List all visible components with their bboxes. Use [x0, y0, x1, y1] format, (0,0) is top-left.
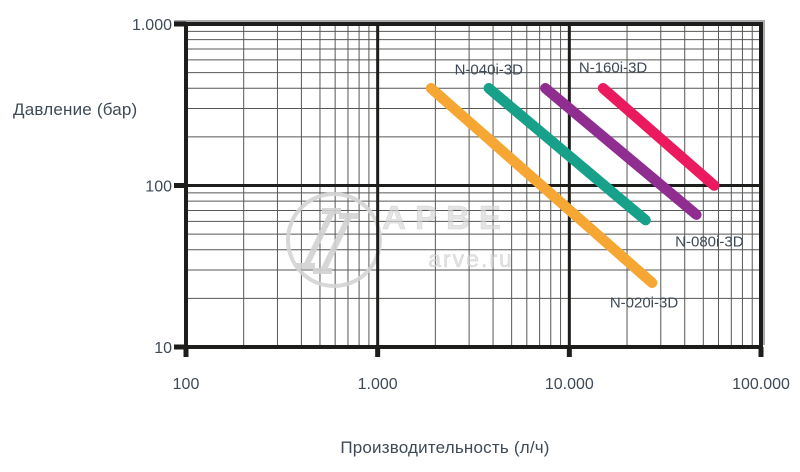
y-tick-label: 1.000 — [132, 17, 172, 34]
x-tick-label: 100.000 — [732, 376, 790, 393]
series-label-n-160i-3d: N-160i-3D — [579, 59, 648, 76]
axis-tick-labels: 100 1.000 10.000 100.000 1.000 100 10 — [132, 17, 790, 393]
y-tick-label: 10 — [154, 340, 172, 357]
major-gridlines — [184, 22, 763, 349]
y-tick-label: 100 — [145, 179, 172, 196]
series-line-n-160i-3d — [597, 83, 720, 191]
watermark-logo-glyph — [296, 208, 358, 275]
series-line-n-080i-3d — [540, 83, 702, 220]
border-shadow — [174, 20, 765, 345]
series-label-n-040i-3d: N-040i-3D — [455, 61, 524, 78]
watermark-logo-circle — [286, 192, 382, 288]
x-tick-label: 10.000 — [545, 376, 594, 393]
watermark: АРВЕ arve.ru — [286, 192, 514, 288]
series-label-n-020i-3d: N-020i-3D — [610, 295, 679, 312]
series-lines — [425, 83, 720, 288]
x-tick-label: 100 — [173, 376, 200, 393]
series-label-n-080i-3d: N-080i-3D — [675, 234, 744, 251]
x-axis-title: Производительность (л/ч) — [340, 438, 550, 457]
axis-tick-marks — [174, 21, 764, 357]
series-line-n-020i-3d — [425, 83, 658, 288]
series-line-n-040i-3d — [483, 83, 651, 226]
series-labels: N-020i-3D N-040i-3D N-080i-3D N-160i-3D — [455, 59, 744, 311]
watermark-text: АРВЕ — [382, 199, 510, 236]
y-axis-title: Давление (бар) — [13, 100, 138, 119]
watermark-subtext: arve.ru — [428, 246, 514, 272]
x-tick-label: 1.000 — [358, 376, 398, 393]
